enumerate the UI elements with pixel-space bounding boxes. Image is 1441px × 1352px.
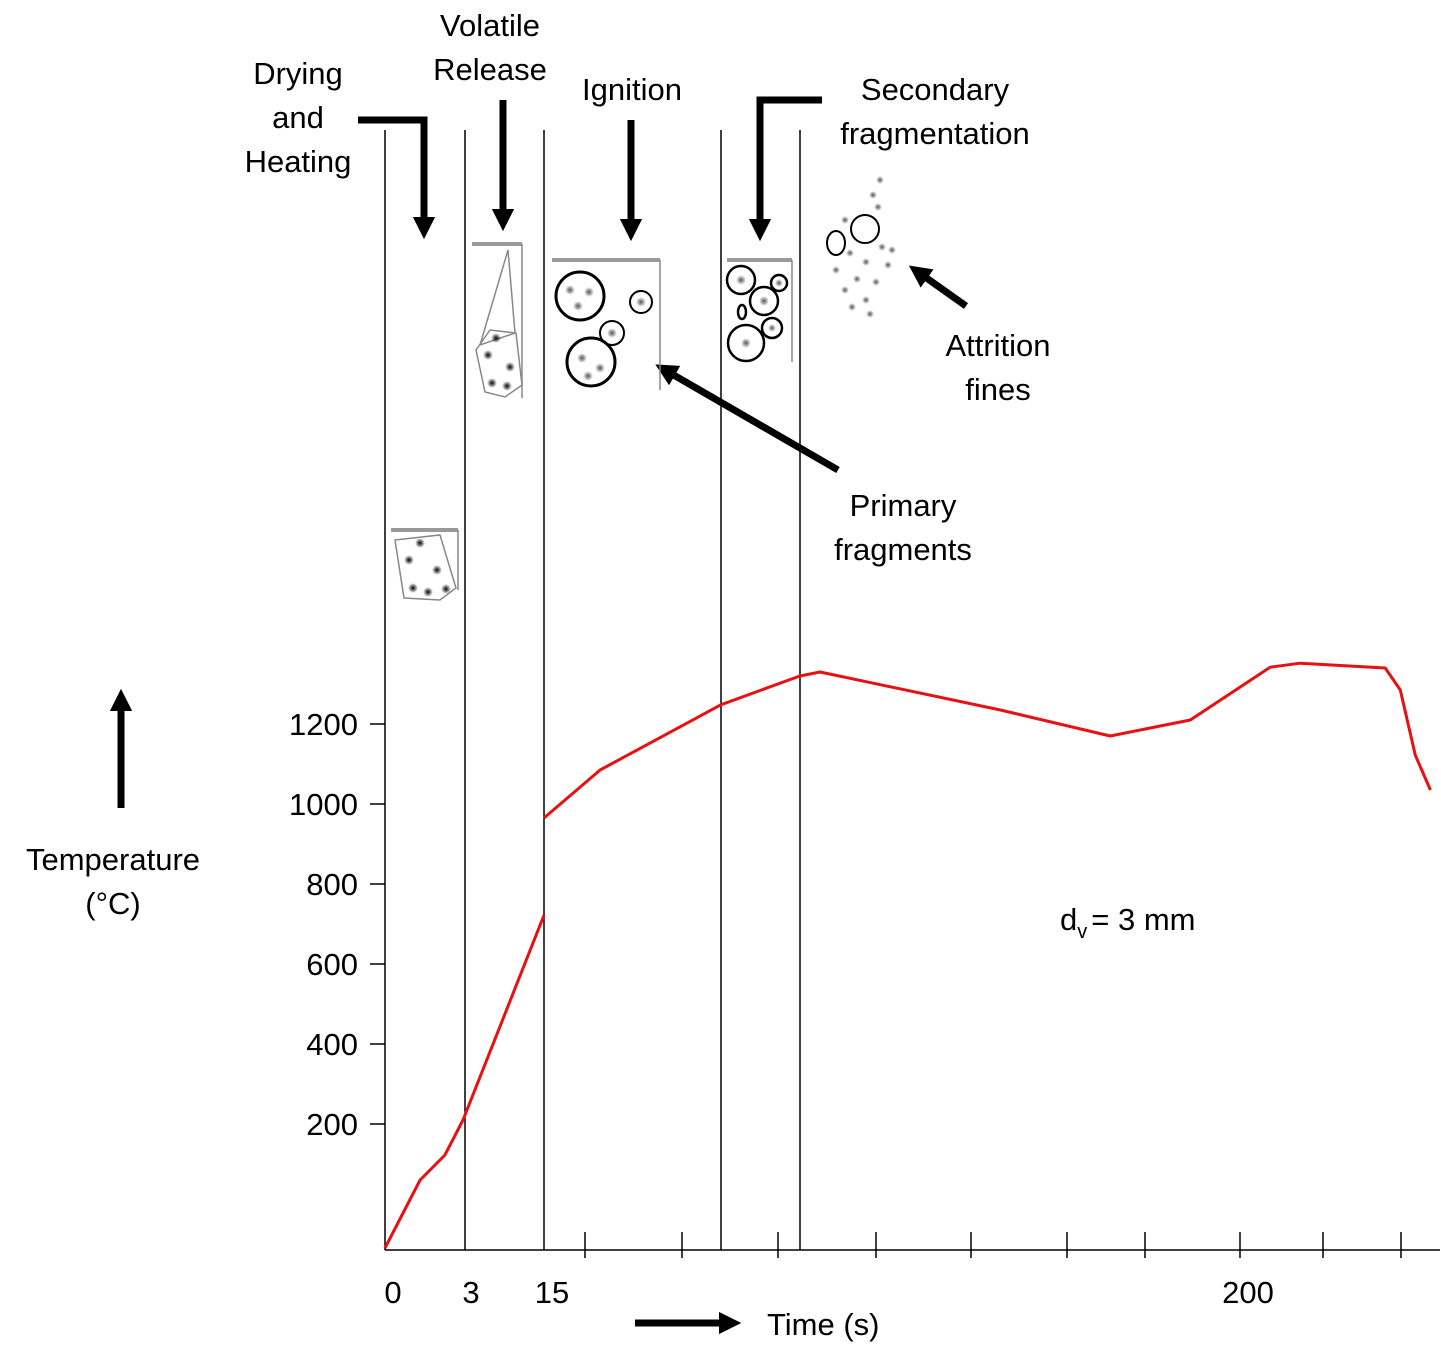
x-tick-label: 0	[384, 1275, 401, 1310]
callout-label: Primary	[850, 488, 957, 523]
stage-label: and	[272, 100, 324, 135]
y-tick-label: 1200	[289, 707, 358, 742]
particles	[391, 176, 896, 601]
x-tick-label: 15	[535, 1275, 569, 1310]
temperature-line	[383, 661, 1432, 1249]
callout-label: fines	[965, 372, 1030, 407]
y-tick-label: 600	[306, 947, 358, 982]
y-tick-label: 400	[306, 1027, 358, 1062]
stage-label: Secondary	[861, 72, 1010, 107]
y-tick-label: 800	[306, 867, 358, 902]
stage-label: Release	[433, 52, 547, 87]
callout-label: fragments	[834, 532, 972, 567]
stage-label: Ignition	[582, 72, 682, 107]
stage-label: fragmentation	[840, 116, 1030, 151]
x-tick-label: 200	[1222, 1275, 1274, 1310]
y-tick-label: 1000	[289, 787, 358, 822]
callout-label: Attrition	[945, 328, 1050, 363]
x-tick-label: 3	[462, 1275, 479, 1310]
phase-lines	[384, 130, 1440, 1258]
stage-label: Drying	[253, 56, 343, 91]
annotation-part: v	[1077, 921, 1087, 943]
stage-label: Volatile	[440, 8, 540, 43]
x-axis-label: Time (s)	[767, 1307, 880, 1342]
annotation-part: d	[1060, 902, 1077, 937]
y-axis-label: Temperature	[26, 842, 200, 877]
annotation: dv = 3 mm	[1060, 902, 1195, 943]
y-axis-label: (°C)	[85, 886, 140, 921]
arrows	[109, 96, 969, 1335]
annotation-part: = 3 mm	[1091, 902, 1195, 937]
y-tick-label: 200	[306, 1107, 358, 1142]
stage-label: Heating	[245, 144, 352, 179]
